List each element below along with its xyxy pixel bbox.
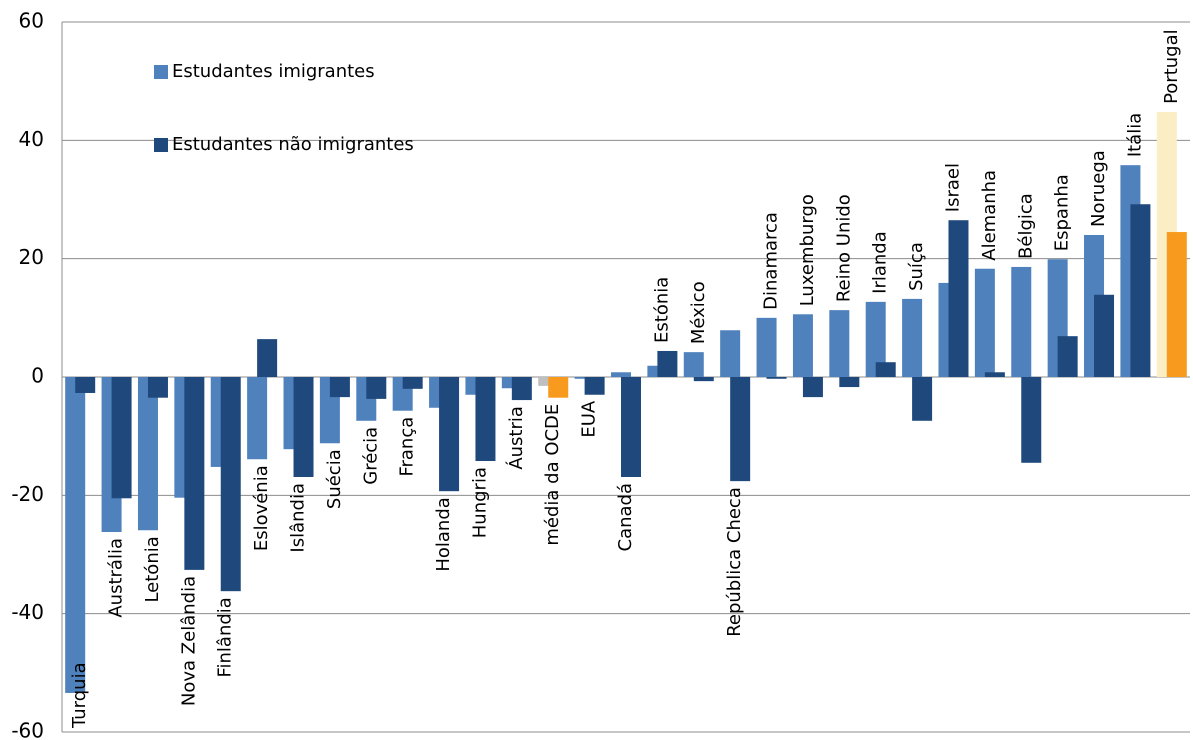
bar (511, 377, 532, 401)
bar (839, 377, 860, 388)
x-tick-label: Suíça (906, 242, 927, 291)
x-tick-label: Turquia (69, 662, 90, 729)
x-tick-label: Estónia (651, 277, 672, 343)
bar (875, 362, 896, 377)
bar (693, 377, 714, 382)
legend-swatch (154, 65, 168, 79)
y-tick-label: -60 (11, 719, 44, 740)
x-tick-label: EUA (579, 400, 600, 438)
bar (184, 377, 205, 570)
x-tick-label: Israel (942, 163, 963, 212)
bar (111, 377, 132, 499)
bar (766, 377, 787, 379)
x-tick-label: Suécia (324, 449, 345, 509)
bar (829, 310, 850, 377)
bar (621, 377, 641, 477)
bar (439, 377, 460, 492)
bar (1057, 336, 1078, 377)
x-tick-label: Dinamarca (761, 212, 782, 310)
bar (1094, 294, 1115, 377)
legend-label: Estudantes imigrantes (172, 61, 375, 82)
bar (902, 298, 923, 377)
bar (366, 377, 387, 399)
x-tick-label: Noruega (1088, 150, 1109, 227)
x-tick-label: México (688, 281, 709, 344)
x-tick-label: Hungria (469, 467, 490, 538)
bar (220, 377, 241, 592)
x-tick-label: Bélgica (1015, 193, 1036, 259)
bar (293, 377, 314, 477)
bar (948, 220, 969, 377)
bar (730, 377, 751, 482)
bar (683, 352, 704, 377)
bar (792, 314, 813, 377)
x-tick-label: Grécia (360, 427, 381, 485)
bar (657, 350, 678, 377)
bar (584, 377, 605, 395)
y-tick-label: 0 (31, 364, 44, 388)
legend-swatch (154, 138, 168, 152)
bar (247, 377, 268, 460)
x-tick-label: Austrália (106, 538, 127, 618)
y-tick-label: -40 (11, 600, 44, 624)
bar (756, 317, 777, 377)
x-tick-label: Nova Zelândia (178, 576, 199, 706)
y-tick-label: 40 (19, 127, 44, 151)
x-tick-label: Alemanha (979, 170, 1000, 261)
bar (865, 301, 886, 377)
x-tick-label: Áustria (505, 406, 527, 470)
x-tick-label: Eslovénia (251, 465, 272, 551)
bar (329, 377, 350, 398)
bar (1011, 266, 1032, 377)
x-tick-label: Espanha (1052, 174, 1073, 251)
bar (1130, 204, 1151, 377)
bar (75, 377, 96, 393)
bar (912, 377, 933, 421)
x-tick-label: Portugal (1161, 29, 1182, 104)
y-tick-label: -20 (11, 482, 44, 506)
bar (137, 377, 158, 531)
bar (974, 268, 995, 377)
x-tick-label: Reino Unido (833, 194, 854, 302)
bar (720, 330, 741, 377)
bar (611, 372, 631, 377)
bar (548, 377, 569, 398)
x-tick-label: França (397, 417, 418, 477)
bar (1021, 377, 1042, 463)
x-tick-label: Itália (1124, 113, 1145, 157)
y-tick-label: 20 (19, 245, 44, 269)
x-tick-label: Irlanda (870, 231, 891, 294)
bar (802, 377, 823, 398)
x-tick-label: Luxemburgo (797, 194, 818, 306)
bar (147, 377, 168, 398)
legend-label: Estudantes não imigrantes (172, 134, 414, 155)
bar (65, 377, 86, 693)
bar (1166, 232, 1187, 377)
bar (257, 339, 278, 377)
y-tick-label: 60 (19, 9, 44, 33)
x-tick-label: Canadá (615, 483, 636, 552)
x-tick-label: República Checa (724, 487, 745, 637)
x-tick-label: Islândia (288, 483, 309, 553)
x-tick-label: Finlândia (215, 597, 236, 677)
bar (475, 377, 496, 462)
x-tick-label: média da OCDE (542, 404, 563, 546)
bar (402, 377, 423, 389)
x-tick-label: Holanda (433, 497, 454, 571)
x-tick-label: Letónia (142, 536, 163, 602)
bar (984, 372, 1005, 377)
